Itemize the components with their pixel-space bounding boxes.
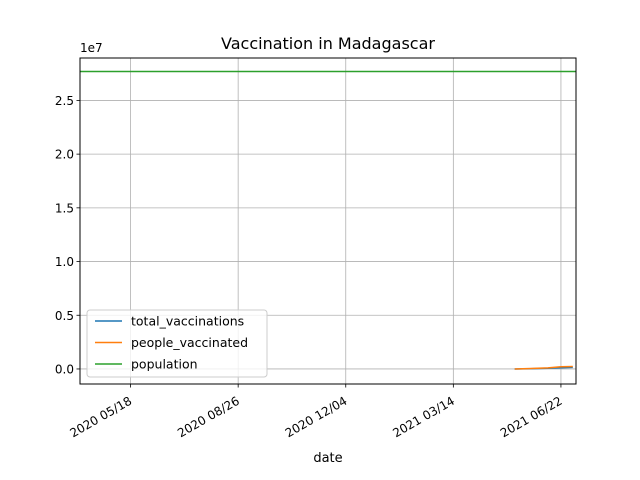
y-tick-label: 1.0 <box>55 255 74 269</box>
plot-frame <box>79 57 577 385</box>
legend-label-population: population <box>131 357 198 372</box>
y-axis-multiplier: 1e7 <box>80 41 103 55</box>
legend-label-total-vaccinations: total_vaccinations <box>131 314 244 329</box>
series-line-people-vaccinated <box>514 365 573 370</box>
legend-label-people-vaccinated: people_vaccinated <box>131 335 248 350</box>
y-tick-label: 1.5 <box>55 201 74 215</box>
y-tick-label: 2.0 <box>55 148 74 162</box>
y-tick-label: 0.0 <box>55 362 74 376</box>
chart-title: Vaccination in Madagascar <box>221 34 435 53</box>
series-lines <box>80 70 576 370</box>
x-axis-label: date <box>313 451 342 466</box>
legend: total_vaccinations people_vaccinatedpopul… <box>86 309 268 378</box>
y-axis-ticks: 0.0 0.5 1.0 1.5 2.0 2.5 <box>55 94 80 376</box>
grid-lines <box>80 58 576 384</box>
y-tick-label: 0.5 <box>55 309 74 323</box>
legend-frame <box>86 309 268 378</box>
y-tick-label: 2.5 <box>55 94 74 108</box>
